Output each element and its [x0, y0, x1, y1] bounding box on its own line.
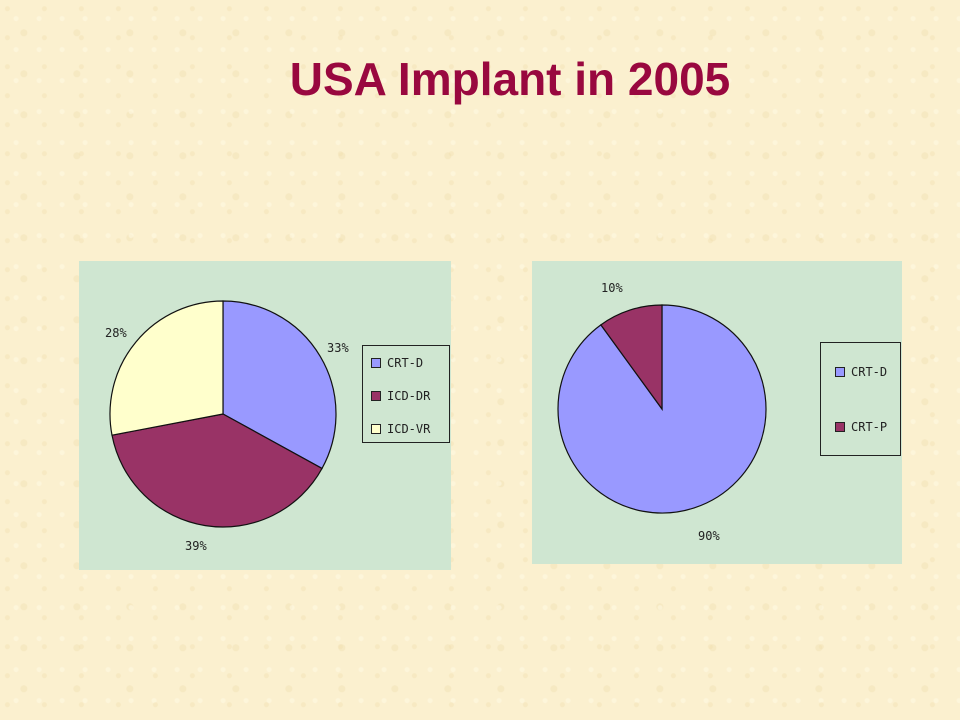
legend-swatch: [371, 391, 381, 401]
pie-slice-icd-vr: [109, 300, 224, 436]
pie-chart-right: 90% 10%: [557, 281, 767, 543]
pie-slice-icd-dr: [111, 413, 323, 528]
pie-slice-crt-d: [222, 300, 337, 470]
pie-chart-left: 33% 39% 28%: [105, 300, 349, 553]
legend-item-icd-vr: ICD-VR: [371, 422, 430, 436]
data-label: 33%: [327, 341, 349, 355]
legend-item-crt-p: CRT-P: [835, 420, 887, 434]
data-label: 28%: [105, 326, 127, 340]
legend-swatch: [835, 422, 845, 432]
data-label: 10%: [601, 281, 623, 295]
legend-label: ICD-DR: [387, 389, 431, 403]
legend-right: CRT-D CRT-P: [820, 342, 901, 456]
legend-item-icd-dr: ICD-DR: [371, 389, 430, 403]
chart-panel-left: 33% 39% 28% CRT-D ICD-DR ICD-VR: [79, 261, 451, 570]
legend-label: CRT-P: [851, 420, 888, 434]
legend-swatch: [371, 358, 381, 368]
legend-swatch: [835, 367, 845, 377]
legend-left: CRT-D ICD-DR ICD-VR: [362, 345, 450, 443]
legend-item-crt-d: CRT-D: [371, 356, 423, 370]
legend-label: CRT-D: [851, 365, 888, 379]
legend-item-crt-d: CRT-D: [835, 365, 887, 379]
legend-label: CRT-D: [387, 356, 424, 370]
page-title: USA Implant in 2005: [289, 53, 731, 105]
data-label: 39%: [185, 539, 207, 553]
legend-label: ICD-VR: [387, 422, 431, 436]
pie-slice-crt-p: [600, 304, 663, 411]
legend-swatch: [371, 424, 381, 434]
chart-panel-right: 90% 10% CRT-D CRT-P: [532, 261, 902, 564]
data-label: 90%: [698, 529, 720, 543]
